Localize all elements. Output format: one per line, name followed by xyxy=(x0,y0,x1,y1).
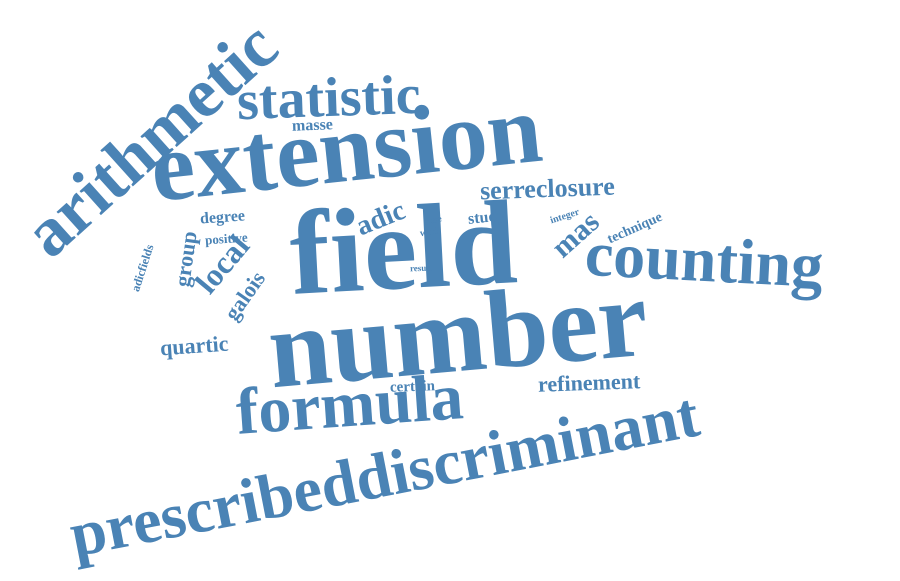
word-degree: degree xyxy=(199,207,246,228)
word-positive: positive xyxy=(204,229,249,248)
word-masse: masse xyxy=(291,116,334,135)
word-quartic: quartic xyxy=(159,330,230,361)
word-serreclosure: serreclosure xyxy=(479,171,616,206)
word-formula: formula xyxy=(233,360,466,449)
word-result: result xyxy=(409,262,432,274)
word-adicfields: adicfields xyxy=(128,242,157,294)
word-refinement: refinement xyxy=(537,368,641,397)
word-certain: certain xyxy=(389,378,436,396)
